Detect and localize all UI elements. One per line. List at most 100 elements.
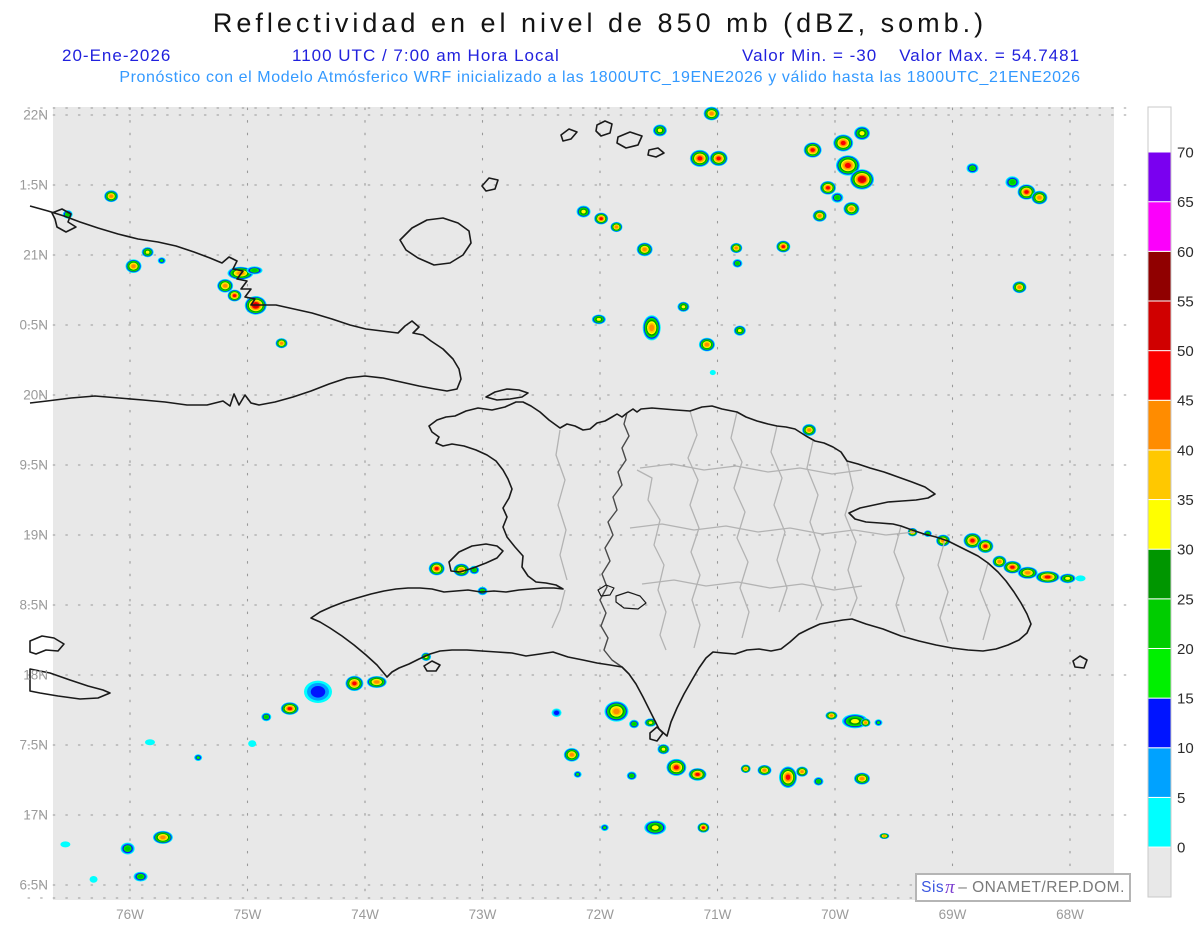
reflectivity-cell — [810, 148, 815, 152]
reflectivity-cell — [575, 772, 580, 776]
reflectivity-cell — [817, 214, 822, 218]
credit-sis: Sis — [921, 878, 945, 896]
reflectivity-cell — [735, 261, 740, 266]
coastline-great-inagua — [399, 217, 472, 266]
province-line — [806, 440, 823, 621]
reflectivity-cell — [1009, 179, 1016, 185]
reflectivity-cell — [849, 206, 854, 211]
reflectivity-cell — [734, 246, 738, 250]
x-axis-labels: 76W 75W 74W 73W 72W 71W 70W 69W 68W — [116, 907, 1084, 922]
reflectivity-cell — [251, 268, 258, 272]
reflectivity-cell — [651, 825, 659, 830]
colorbar-segment — [1147, 250, 1172, 302]
reflectivity-cell — [864, 721, 867, 724]
province-line — [730, 411, 750, 639]
y-axis-label: 0.5N — [19, 318, 48, 333]
reflectivity-cell — [144, 739, 155, 746]
colorbar-tick-label: 10 — [1177, 740, 1194, 757]
reflectivity-cell — [264, 715, 269, 719]
y-axis-label: 6.5N — [19, 878, 48, 893]
reflectivity-cell — [613, 708, 620, 715]
province-boundaries — [551, 410, 991, 651]
x-axis-label: 68W — [1056, 907, 1084, 922]
coastline-tortue — [485, 388, 529, 401]
reflectivity-cell — [1044, 575, 1051, 579]
colorbar-tick-label: 45 — [1177, 393, 1194, 410]
reflectivity-cell — [137, 874, 144, 879]
colorbar-segment — [1147, 151, 1172, 203]
colorbar-segment — [1147, 548, 1172, 600]
credit-onamet: – ONAMET/REP.DOM. — [958, 878, 1125, 896]
y-axis-label: 22N — [23, 108, 48, 123]
coastline-hispaniola — [310, 401, 1032, 737]
coastline-beata — [649, 726, 664, 742]
credit-pi-icon: π — [945, 876, 956, 898]
gridlines — [27, 107, 1134, 902]
y-axis-label: 8.5N — [19, 598, 48, 613]
reflectivity-cell — [89, 876, 98, 883]
colorbar-tick-label: 55 — [1177, 293, 1194, 310]
reflectivity-cell — [704, 342, 710, 347]
colorbar-segment-over — [1148, 107, 1171, 152]
coastline-caicos-islet — [647, 147, 665, 158]
reflectivity-cell — [997, 560, 1002, 564]
header-line-datetime: 20-Ene-2026 1100 UTC / 7:00 am Hora Loca… — [0, 46, 1200, 66]
reflectivity-cell — [352, 681, 357, 686]
y-axis-label: 18N — [23, 668, 48, 683]
reflectivity-cell — [970, 538, 975, 543]
colorbar: 0 5 10 15 20 25 30 35 40 45 50 55 60 65 70 — [1147, 106, 1194, 898]
coastline-turks-islet — [595, 120, 613, 137]
x-axis-label: 75W — [234, 907, 262, 922]
reflectivity-cell — [709, 111, 714, 116]
reflectivity-cell — [60, 841, 71, 848]
province-line — [770, 425, 788, 613]
coastline-gonave — [448, 543, 504, 573]
reflectivity-cell — [844, 162, 851, 168]
reflectivity-cell — [614, 225, 619, 229]
reflectivity-cell — [160, 835, 166, 840]
colorbar-tick-label: 0 — [1177, 840, 1185, 857]
coastline-jamaica — [29, 668, 111, 700]
y-axis-label: 20N — [23, 388, 48, 403]
colorbar-segment — [1147, 647, 1172, 699]
reflectivity-cell — [596, 317, 602, 321]
reflectivity-cell — [1075, 575, 1086, 582]
colorbar-frame — [1147, 106, 1172, 898]
reflectivity-cell — [673, 765, 679, 770]
colorbar-segment — [1147, 499, 1172, 550]
reflectivity-cell — [825, 186, 830, 190]
colorbar-tick-label: 5 — [1177, 790, 1185, 807]
colorbar-tick-label: 20 — [1177, 641, 1194, 658]
x-axis-label: 72W — [586, 907, 614, 922]
reflectivity-cell — [850, 718, 860, 724]
reflectivity-cell — [1037, 195, 1042, 200]
reflectivity-cell — [248, 740, 257, 747]
reflectivity-cell — [807, 428, 812, 432]
reflectivity-cell — [983, 544, 988, 548]
reflectivity-cell — [581, 209, 586, 214]
credit-box: Sis π – ONAMET/REP.DOM. — [915, 873, 1131, 902]
reflectivity-cell — [1010, 565, 1015, 569]
y-axis-label: 7.5N — [19, 738, 48, 753]
reflectivity-cell — [709, 370, 716, 376]
reflectivity-cells — [60, 106, 1086, 883]
reflectivity-cell — [632, 722, 636, 726]
reflectivity-cell — [840, 140, 846, 146]
province-line — [687, 410, 701, 649]
colorbar-segment — [1147, 399, 1172, 451]
province-line — [629, 523, 916, 536]
coastlines — [29, 120, 1088, 742]
reflectivity-cell — [553, 710, 560, 715]
reflectivity-cell — [279, 341, 284, 345]
model-domain-background — [53, 107, 1114, 900]
y-axis-label: 17N — [23, 808, 48, 823]
coastline-caicos-islet — [616, 131, 643, 149]
reflectivity-cell — [701, 826, 705, 829]
y-axis-label: 21N — [23, 248, 48, 263]
reflectivity-cell — [785, 774, 791, 780]
y-axis-label: 19N — [23, 528, 48, 543]
reflectivity-cell — [737, 329, 742, 333]
reflectivity-cell — [629, 774, 634, 778]
colorbar-segment — [1147, 201, 1172, 252]
